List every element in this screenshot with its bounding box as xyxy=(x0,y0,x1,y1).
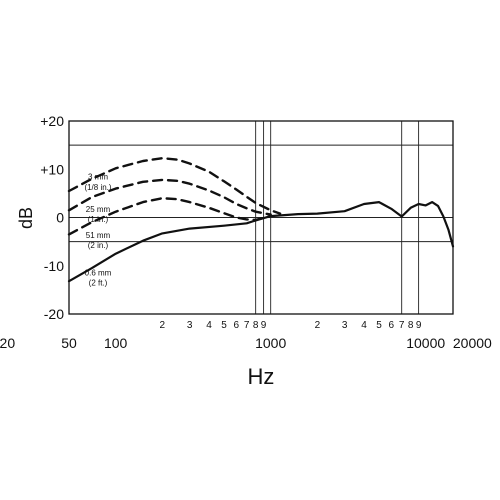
curve-annotation: (2 ft.) xyxy=(89,279,108,288)
x-tick-label: 10000 xyxy=(406,335,445,351)
x-tick-label: 20 xyxy=(0,335,15,351)
x-minor-tick-label: 7 xyxy=(399,320,405,331)
series-line-1 xyxy=(67,157,282,215)
x-tick-label: 20000 xyxy=(453,335,492,351)
series-line-4 xyxy=(67,201,455,283)
x-minor-tick-label: 3 xyxy=(187,320,193,331)
curve-annotation: 25 mm xyxy=(86,205,111,214)
x-minor-tick-label: 7 xyxy=(244,320,250,331)
series-line-3 xyxy=(67,197,272,236)
x-minor-tick-label: 6 xyxy=(234,320,240,331)
y-tick-label: -20 xyxy=(44,306,64,322)
x-minor-tick-label: 6 xyxy=(389,320,395,331)
y-tick-label: 0 xyxy=(56,210,64,226)
x-minor-tick-label: 8 xyxy=(408,320,414,331)
plot-frame xyxy=(68,120,454,315)
x-tick-label: 50 xyxy=(61,335,77,351)
x-minor-tick-label: 4 xyxy=(206,320,212,331)
series-layer xyxy=(67,157,455,283)
curve-annotation: (1/8 in.) xyxy=(84,183,111,192)
x-minor-tick-label: 9 xyxy=(416,320,422,331)
y-axis-label: dB xyxy=(16,207,36,229)
x-minor-tick-label: 4 xyxy=(361,320,367,331)
x-minor-tick-label: 3 xyxy=(342,320,348,331)
x-minor-tick-label: 2 xyxy=(160,320,166,331)
x-minor-tick-label: 8 xyxy=(253,320,259,331)
curve-annotation: (2 in.) xyxy=(88,241,109,250)
curve-annotation: (1 in.) xyxy=(88,215,109,224)
curve-annotation: 3 mm xyxy=(88,172,108,181)
x-minor-tick-label: 9 xyxy=(261,320,267,331)
x-axis-label: Hz xyxy=(248,364,275,389)
x-minor-tick-label: 5 xyxy=(376,320,382,331)
series-line-2 xyxy=(67,178,272,216)
y-tick-label: +10 xyxy=(40,161,64,177)
x-tick-label: 1000 xyxy=(255,335,286,351)
y-tick-label: -10 xyxy=(44,258,64,274)
curve-annotation: 51 mm xyxy=(86,231,111,240)
x-tick-label: 100 xyxy=(104,335,128,351)
curve-annotation: 0.6 mm xyxy=(85,269,112,278)
x-minor-tick-label: 5 xyxy=(221,320,227,331)
y-tick-label: +20 xyxy=(40,113,64,129)
x-minor-tick-label: 2 xyxy=(315,320,321,331)
